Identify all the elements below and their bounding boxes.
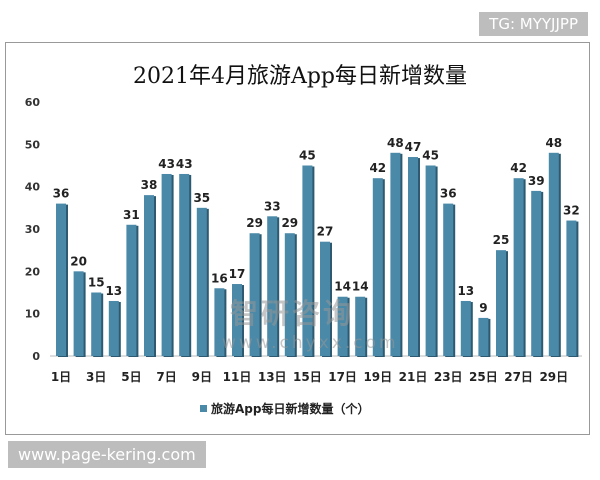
data-label: 15 — [88, 276, 105, 290]
bar — [478, 317, 489, 356]
bar — [267, 216, 278, 356]
data-label: 33 — [264, 199, 281, 213]
x-tick-label: 1日 — [51, 370, 71, 384]
data-label: 32 — [563, 204, 580, 218]
legend-swatch — [200, 405, 207, 412]
bar — [372, 178, 383, 356]
x-tick-label: 21日 — [399, 370, 428, 384]
data-label: 9 — [479, 301, 487, 315]
y-tick-label: 0 — [32, 350, 40, 363]
x-tick-label: 7日 — [156, 370, 176, 384]
data-label: 47 — [405, 140, 422, 154]
bar — [337, 296, 348, 356]
data-label: 35 — [193, 191, 210, 205]
data-label: 45 — [299, 149, 316, 163]
data-label: 48 — [387, 136, 404, 150]
data-label: 31 — [123, 208, 140, 222]
data-label: 13 — [105, 284, 122, 298]
bar — [108, 300, 119, 356]
bar — [390, 152, 401, 356]
data-label: 36 — [53, 187, 70, 201]
y-tick-label: 10 — [25, 308, 41, 321]
data-label: 43 — [176, 157, 193, 171]
x-tick-label: 29日 — [539, 370, 568, 384]
data-label: 42 — [510, 161, 527, 175]
data-label: 43 — [158, 157, 175, 171]
data-label: 36 — [440, 187, 457, 201]
logo-watermark: 智研咨询 — [230, 297, 355, 330]
tg-watermark: TG: MYYJJPP — [479, 12, 588, 36]
data-label: 38 — [141, 178, 158, 192]
bar — [320, 241, 330, 356]
data-label: 14 — [334, 280, 351, 294]
data-label: 48 — [545, 136, 562, 150]
x-tick-label: 25日 — [469, 370, 498, 384]
y-tick-label: 50 — [25, 138, 41, 151]
x-tick-label: 5日 — [121, 370, 141, 384]
x-tick-label: 13日 — [258, 370, 287, 384]
x-tick-label: 3日 — [86, 370, 106, 384]
bar — [214, 288, 225, 356]
bar — [56, 203, 66, 356]
bar — [531, 190, 542, 356]
x-tick-label: 11日 — [223, 370, 252, 384]
bar — [460, 300, 471, 356]
data-label: 16 — [211, 271, 228, 285]
bar — [249, 233, 260, 356]
bar — [126, 224, 137, 356]
bar — [408, 157, 418, 356]
data-label: 29 — [281, 216, 298, 230]
chart-frame — [5, 42, 590, 435]
logo-url-watermark: www.chyxx.com — [222, 333, 399, 353]
x-tick-label: 15日 — [293, 370, 322, 384]
bar — [302, 165, 313, 356]
bar — [566, 220, 577, 356]
chart-title: 2021年4月旅游App每日新增数量 — [132, 64, 468, 89]
bar — [355, 296, 366, 356]
bar — [443, 203, 454, 356]
data-label: 20 — [70, 254, 87, 268]
bar — [496, 250, 506, 356]
bar — [284, 233, 295, 356]
bar — [513, 178, 524, 356]
data-label: 42 — [369, 161, 386, 175]
data-label: 25 — [493, 233, 510, 247]
bar — [161, 173, 172, 356]
bar — [73, 271, 84, 356]
data-label: 17 — [229, 267, 246, 281]
data-label: 14 — [352, 280, 369, 294]
bar — [425, 165, 436, 356]
x-tick-label: 17日 — [328, 370, 357, 384]
data-label: 13 — [457, 284, 474, 298]
y-tick-label: 60 — [25, 96, 41, 109]
legend-label: 旅游App每日新增数量（个） — [211, 401, 369, 416]
y-tick-label: 40 — [25, 181, 41, 194]
x-tick-label: 27日 — [504, 370, 533, 384]
bar — [144, 195, 154, 356]
site-watermark: www.page-kering.com — [8, 441, 206, 468]
bar — [232, 284, 242, 356]
data-label: 39 — [528, 174, 545, 188]
x-tick-label: 23日 — [434, 370, 463, 384]
data-label: 27 — [317, 225, 334, 239]
bar — [196, 207, 207, 356]
data-label: 29 — [246, 216, 263, 230]
bar — [91, 292, 102, 356]
data-label: 45 — [422, 149, 439, 163]
y-tick-label: 20 — [25, 265, 41, 278]
x-tick-label: 19日 — [363, 370, 392, 384]
bar — [548, 152, 559, 356]
bar — [179, 173, 190, 356]
x-tick-label: 9日 — [192, 370, 212, 384]
y-tick-label: 30 — [25, 223, 41, 236]
